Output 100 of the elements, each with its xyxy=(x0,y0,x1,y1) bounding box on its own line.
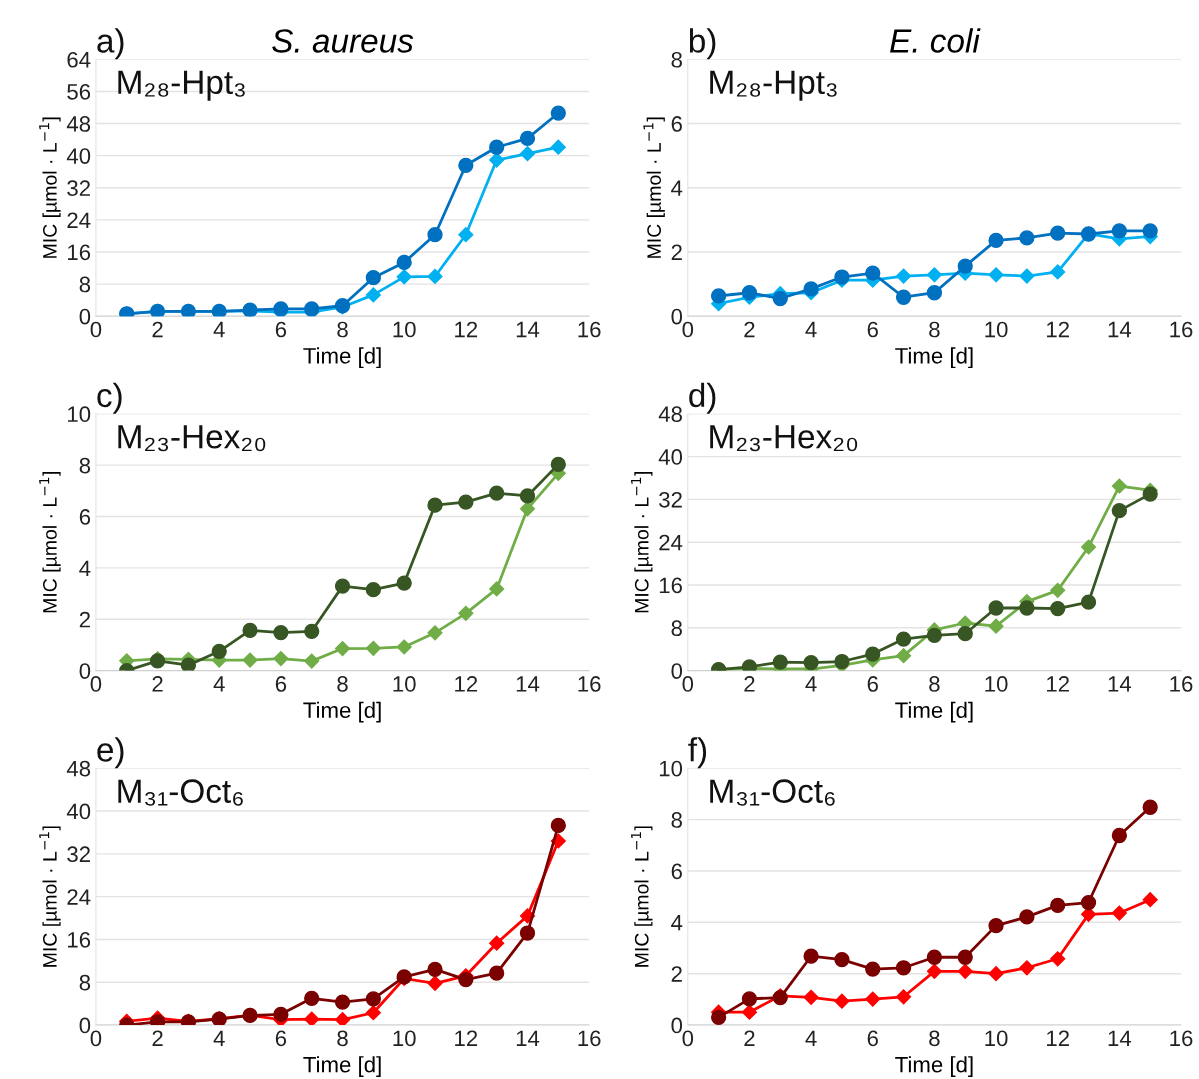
point xyxy=(988,966,1004,982)
x-axis-title: Time [d] xyxy=(895,701,973,723)
x-tick-label: 12 xyxy=(1047,1030,1069,1047)
point xyxy=(273,624,289,641)
x-tick-label: 6 xyxy=(867,676,878,692)
y-tick-label: 4 xyxy=(671,180,683,196)
x-tick-label: 10 xyxy=(393,676,416,692)
x-tick-label: 0 xyxy=(90,676,102,692)
x-tick-label: 8 xyxy=(337,676,348,692)
point xyxy=(1050,225,1066,241)
y-tick-label: 16 xyxy=(68,244,91,261)
point xyxy=(489,965,505,981)
y-tick-label: 0 xyxy=(79,663,91,679)
point xyxy=(519,130,536,147)
point xyxy=(1080,539,1097,555)
x-tick-label: 16 xyxy=(1170,321,1193,338)
chart-title: S. aureus xyxy=(272,29,414,53)
point xyxy=(365,991,381,1007)
x-tick-label: 12 xyxy=(455,1030,478,1047)
point xyxy=(1111,827,1128,844)
x-tick-label: 16 xyxy=(1170,676,1193,692)
point xyxy=(1142,223,1158,239)
y-axis-title: MIC [µmol · L$^{−1}$] xyxy=(631,826,653,967)
y-tick-label: 24 xyxy=(67,889,91,905)
x-tick-label: 4 xyxy=(213,676,225,692)
y-tick-label: 0 xyxy=(79,1017,91,1034)
point xyxy=(834,951,850,968)
point xyxy=(988,618,1004,634)
point xyxy=(427,227,443,243)
point xyxy=(458,605,474,621)
y-tick-label: 2 xyxy=(671,966,682,982)
x-tick-label: 14 xyxy=(516,676,540,692)
point xyxy=(834,269,850,285)
point xyxy=(896,648,912,664)
point xyxy=(489,152,505,168)
x-tick-label: 12 xyxy=(455,676,478,692)
y-tick-label: 16 xyxy=(68,931,91,948)
annotation: M₃₁-Oct₆ xyxy=(710,779,835,806)
point xyxy=(1019,600,1035,616)
point xyxy=(211,643,227,659)
point xyxy=(895,960,912,976)
point xyxy=(1111,502,1128,519)
x-axis-title: Time [d] xyxy=(895,1056,973,1077)
point xyxy=(896,989,912,1005)
x-tick-label: 2 xyxy=(744,676,755,692)
y-tick-label: 56 xyxy=(67,83,91,100)
x-tick-label: 10 xyxy=(393,321,416,338)
y-tick-label: 8 xyxy=(671,620,682,637)
x-tick-label: 14 xyxy=(1108,321,1132,338)
point xyxy=(458,971,474,988)
point xyxy=(865,961,881,977)
point xyxy=(334,1012,351,1026)
text: b) xyxy=(689,28,716,60)
y-tick-label: 8 xyxy=(671,51,682,68)
x-tick-label: 8 xyxy=(929,1030,940,1047)
point xyxy=(1111,223,1128,239)
point xyxy=(304,623,320,639)
point xyxy=(458,494,474,510)
y-tick-label: 6 xyxy=(671,116,682,132)
x-tick-label: 6 xyxy=(867,321,878,338)
point xyxy=(803,281,819,297)
point xyxy=(519,146,536,162)
point xyxy=(988,267,1004,283)
x-tick-label: 8 xyxy=(337,1030,348,1047)
y-tick-label: 32 xyxy=(67,180,90,197)
x-tick-label: 4 xyxy=(213,321,225,338)
point xyxy=(427,625,443,641)
x-tick-label: 0 xyxy=(682,1030,694,1047)
point xyxy=(519,488,536,504)
point xyxy=(273,650,289,667)
text: e) xyxy=(97,737,124,769)
x-tick-label: 6 xyxy=(275,1030,287,1047)
point xyxy=(489,139,505,155)
point xyxy=(489,581,505,597)
point xyxy=(896,268,912,284)
point xyxy=(926,949,943,965)
point xyxy=(365,640,381,656)
y-tick-label: 8 xyxy=(79,457,91,474)
point xyxy=(180,657,197,671)
y-axis-title: MIC [µmol · L$^{−1}$] xyxy=(39,471,61,613)
x-tick-label: 2 xyxy=(152,1030,163,1047)
y-tick-label: 0 xyxy=(79,308,91,325)
x-tick-label: 0 xyxy=(90,321,102,338)
x-axis-title: Time [d] xyxy=(303,347,381,369)
y-tick-label: 10 xyxy=(659,760,683,777)
x-tick-label: 2 xyxy=(744,1030,755,1047)
text: a) xyxy=(97,28,124,60)
point xyxy=(396,639,412,655)
y-tick-label: 48 xyxy=(66,116,91,132)
y-axis-title: MIC [µmol · L$^{−1}$] xyxy=(39,117,61,258)
y-axis-title: MIC [µmol · L$^{−1}$] xyxy=(39,826,61,967)
annotation: M₃₁-Oct₆ xyxy=(118,779,243,806)
x-tick-label: 14 xyxy=(516,321,540,338)
chart-title: E. coli xyxy=(890,28,981,53)
point xyxy=(365,287,381,303)
point xyxy=(242,622,258,638)
point xyxy=(1019,230,1035,246)
x-tick-label: 6 xyxy=(867,1030,878,1047)
x-tick-label: 10 xyxy=(393,1030,416,1047)
x-tick-label: 0 xyxy=(682,676,694,692)
